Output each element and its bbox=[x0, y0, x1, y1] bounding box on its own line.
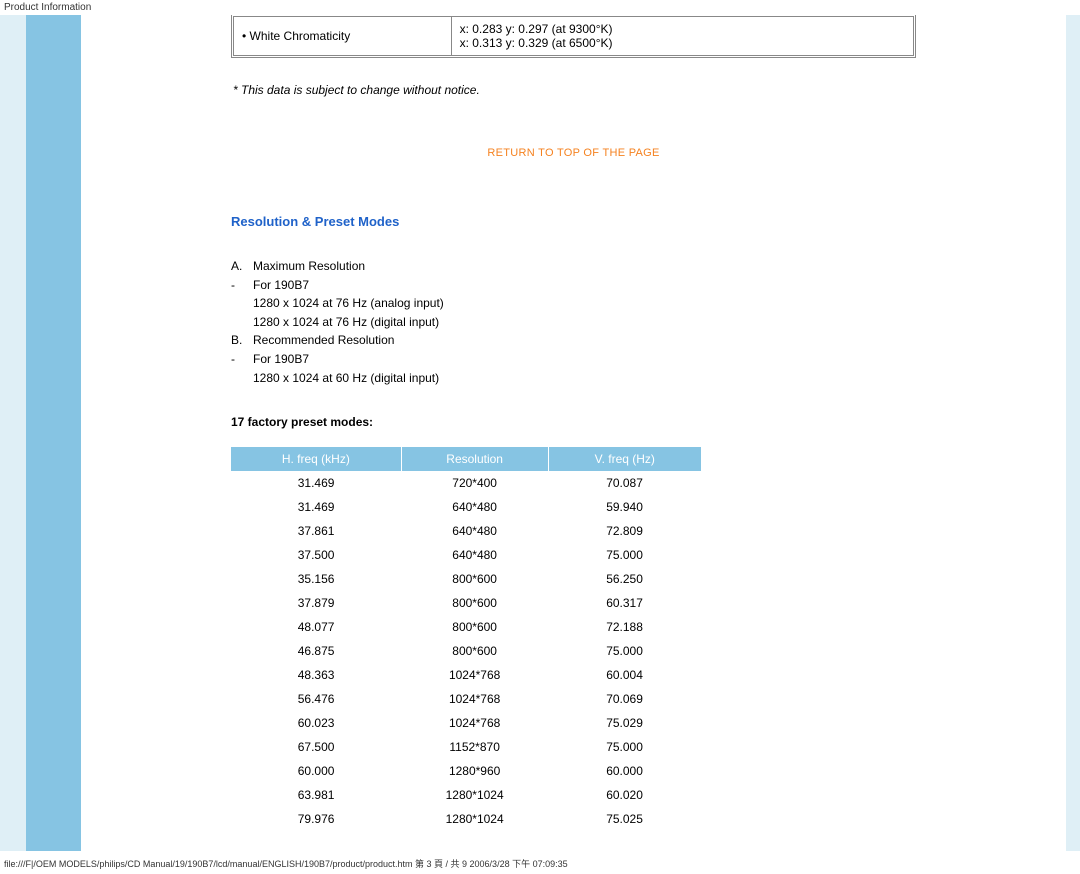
chroma-value-6500k: x: 0.313 y: 0.329 (at 6500°K) bbox=[460, 36, 613, 50]
table-row: 31.469720*40070.087 bbox=[231, 471, 701, 495]
table-cell: 1280*1024 bbox=[401, 783, 548, 807]
right-rail bbox=[1066, 15, 1080, 851]
chroma-label: • White Chromaticity bbox=[234, 17, 452, 56]
table-cell: 75.000 bbox=[548, 543, 701, 567]
spec-analog-line: 1280 x 1024 at 76 Hz (analog input) bbox=[231, 294, 916, 313]
table-cell: 31.469 bbox=[231, 495, 401, 519]
preset-modes-heading: 17 factory preset modes: bbox=[231, 415, 916, 429]
chroma-value-9300k: x: 0.283 y: 0.297 (at 9300°K) bbox=[460, 22, 613, 36]
list-bullet: A. bbox=[231, 257, 253, 276]
table-row: • White Chromaticity x: 0.283 y: 0.297 (… bbox=[234, 17, 914, 56]
section-resolution-heading: Resolution & Preset Modes bbox=[231, 214, 916, 229]
chroma-values: x: 0.283 y: 0.297 (at 9300°K) x: 0.313 y… bbox=[451, 17, 913, 56]
spec-rec-res: B. Recommended Resolution bbox=[231, 331, 916, 350]
table-cell: 640*480 bbox=[401, 543, 548, 567]
table-cell: 59.940 bbox=[548, 495, 701, 519]
preset-modes-table: H. freq (kHz) Resolution V. freq (Hz) 31… bbox=[231, 447, 701, 831]
chroma-table-wrap: • White Chromaticity x: 0.283 y: 0.297 (… bbox=[231, 15, 916, 58]
table-cell: 46.875 bbox=[231, 639, 401, 663]
table-row: 48.077800*60072.188 bbox=[231, 615, 701, 639]
spec-list: A. Maximum Resolution - For 190B7 1280 x… bbox=[231, 257, 916, 387]
table-row: 37.500640*48075.000 bbox=[231, 543, 701, 567]
spec-model-label: For 190B7 bbox=[253, 350, 309, 369]
table-cell: 56.250 bbox=[548, 567, 701, 591]
col-v-freq: V. freq (Hz) bbox=[548, 447, 701, 471]
table-cell: 70.087 bbox=[548, 471, 701, 495]
table-cell: 800*600 bbox=[401, 567, 548, 591]
table-cell: 37.500 bbox=[231, 543, 401, 567]
table-cell: 640*480 bbox=[401, 519, 548, 543]
table-cell: 35.156 bbox=[231, 567, 401, 591]
return-to-top-link[interactable]: RETURN TO TOP OF THE PAGE bbox=[231, 147, 916, 159]
list-bullet: - bbox=[231, 276, 253, 295]
spec-for-model: - For 190B7 bbox=[231, 350, 916, 369]
table-row: 46.875800*60075.000 bbox=[231, 639, 701, 663]
table-cell: 72.809 bbox=[548, 519, 701, 543]
table-row: 37.861640*48072.809 bbox=[231, 519, 701, 543]
table-cell: 800*600 bbox=[401, 639, 548, 663]
table-cell: 75.000 bbox=[548, 639, 701, 663]
left-sidebar bbox=[26, 15, 81, 851]
table-cell: 1280*960 bbox=[401, 759, 548, 783]
table-cell: 31.469 bbox=[231, 471, 401, 495]
table-cell: 37.861 bbox=[231, 519, 401, 543]
left-rail bbox=[0, 15, 26, 851]
table-header-row: H. freq (kHz) Resolution V. freq (Hz) bbox=[231, 447, 701, 471]
table-cell: 75.029 bbox=[548, 711, 701, 735]
table-cell: 60.000 bbox=[231, 759, 401, 783]
table-cell: 1280*1024 bbox=[401, 807, 548, 831]
table-cell: 48.363 bbox=[231, 663, 401, 687]
table-row: 48.3631024*76860.004 bbox=[231, 663, 701, 687]
table-row: 60.0231024*76875.029 bbox=[231, 711, 701, 735]
spec-for-model: - For 190B7 bbox=[231, 276, 916, 295]
col-resolution: Resolution bbox=[401, 447, 548, 471]
disclaimer-note: * This data is subject to change without… bbox=[233, 83, 916, 97]
table-cell: 37.879 bbox=[231, 591, 401, 615]
spec-digital-line: 1280 x 1024 at 76 Hz (digital input) bbox=[231, 313, 916, 332]
table-cell: 800*600 bbox=[401, 615, 548, 639]
table-cell: 640*480 bbox=[401, 495, 548, 519]
table-cell: 60.023 bbox=[231, 711, 401, 735]
table-cell: 60.317 bbox=[548, 591, 701, 615]
content-column: • White Chromaticity x: 0.283 y: 0.297 (… bbox=[81, 15, 1066, 851]
spec-max-res-label: Maximum Resolution bbox=[253, 257, 365, 276]
table-row: 37.879800*60060.317 bbox=[231, 591, 701, 615]
spec-rec-res-label: Recommended Resolution bbox=[253, 331, 394, 350]
table-cell: 75.000 bbox=[548, 735, 701, 759]
table-row: 67.5001152*87075.000 bbox=[231, 735, 701, 759]
table-row: 60.0001280*96060.000 bbox=[231, 759, 701, 783]
list-bullet: - bbox=[231, 350, 253, 369]
table-row: 56.4761024*76870.069 bbox=[231, 687, 701, 711]
table-cell: 56.476 bbox=[231, 687, 401, 711]
footer-file-path: file:///F|/OEM MODELS/philips/CD Manual/… bbox=[0, 851, 1080, 874]
list-bullet: B. bbox=[231, 331, 253, 350]
table-cell: 67.500 bbox=[231, 735, 401, 759]
col-h-freq: H. freq (kHz) bbox=[231, 447, 401, 471]
table-cell: 79.976 bbox=[231, 807, 401, 831]
table-cell: 1024*768 bbox=[401, 711, 548, 735]
table-cell: 48.077 bbox=[231, 615, 401, 639]
spec-model-label: For 190B7 bbox=[253, 276, 309, 295]
table-row: 63.9811280*102460.020 bbox=[231, 783, 701, 807]
table-cell: 75.025 bbox=[548, 807, 701, 831]
table-row: 79.9761280*102475.025 bbox=[231, 807, 701, 831]
table-cell: 70.069 bbox=[548, 687, 701, 711]
chroma-table: • White Chromaticity x: 0.283 y: 0.297 (… bbox=[233, 16, 914, 56]
table-cell: 1024*768 bbox=[401, 687, 548, 711]
page-outer: • White Chromaticity x: 0.283 y: 0.297 (… bbox=[0, 15, 1080, 851]
table-cell: 720*400 bbox=[401, 471, 548, 495]
table-cell: 1024*768 bbox=[401, 663, 548, 687]
spec-max-res: A. Maximum Resolution bbox=[231, 257, 916, 276]
table-cell: 60.020 bbox=[548, 783, 701, 807]
table-cell: 63.981 bbox=[231, 783, 401, 807]
table-cell: 60.004 bbox=[548, 663, 701, 687]
table-cell: 1152*870 bbox=[401, 735, 548, 759]
table-cell: 60.000 bbox=[548, 759, 701, 783]
table-cell: 800*600 bbox=[401, 591, 548, 615]
table-cell: 72.188 bbox=[548, 615, 701, 639]
spec-rec-line: 1280 x 1024 at 60 Hz (digital input) bbox=[231, 369, 916, 388]
table-row: 35.156800*60056.250 bbox=[231, 567, 701, 591]
table-row: 31.469640*48059.940 bbox=[231, 495, 701, 519]
page-title: Product Information bbox=[0, 0, 1080, 15]
